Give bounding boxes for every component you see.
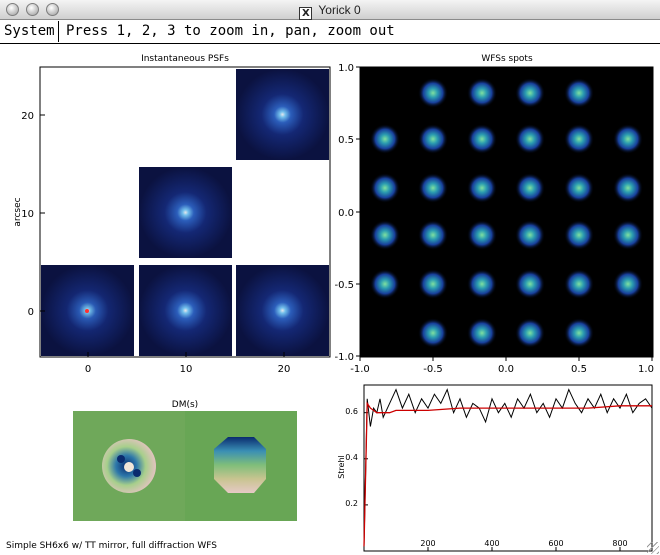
strehl-y-tick: 0.4 [345, 453, 358, 462]
psf-y-tick: 10 [21, 209, 34, 220]
resize-grip-icon[interactable] [647, 542, 659, 554]
dm-panel [73, 411, 297, 521]
wfs-y-tick: 0.0 [338, 208, 354, 219]
wfs-y-tick: 0.5 [338, 135, 354, 146]
wfs-spot [515, 124, 545, 154]
wfs-spot [564, 318, 594, 348]
wfs-spots [370, 78, 643, 348]
wfs-spot [515, 78, 545, 108]
wfs-spot [467, 318, 497, 348]
wfs-spot [564, 269, 594, 299]
wfs-x-tick: 0.0 [498, 364, 514, 375]
psf-tile [236, 265, 329, 356]
wfs-spot [467, 124, 497, 154]
minimize-window-button[interactable] [26, 3, 39, 16]
wfs-x-tick: -1.0 [350, 364, 370, 375]
wfs-spot [564, 220, 594, 250]
x11-icon: X [299, 7, 313, 20]
strehl-frame [363, 384, 653, 552]
strehl-plot [363, 384, 653, 552]
dm-bump [124, 462, 134, 472]
psf-y-tick: 20 [21, 111, 34, 122]
zoom-window-button[interactable] [46, 3, 59, 16]
wfs-spot [467, 269, 497, 299]
psf-x-tick: 0 [85, 364, 91, 375]
psf-x-tick: 20 [278, 364, 291, 375]
wfs-spot [418, 124, 448, 154]
strehl-y-tick: 0.6 [345, 407, 358, 416]
psf-tile [139, 265, 232, 356]
dm-surface-right [214, 437, 266, 493]
wfs-y-tick: -1.0 [334, 352, 354, 363]
wfs-spot [418, 78, 448, 108]
menu-row: System Press 1, 2, 3 to zoom in, pan, zo… [0, 20, 660, 44]
wfs-spot [370, 220, 400, 250]
strehl-ylabel: Strehl [337, 455, 346, 479]
system-menu-button[interactable]: System [1, 21, 59, 42]
dm-dip [117, 455, 125, 463]
wfs-spot [467, 173, 497, 203]
wfs-spot [370, 173, 400, 203]
dm-title: DM(s) [172, 400, 198, 410]
strehl-line-red [363, 401, 652, 547]
wfs-spot [467, 78, 497, 108]
wfs-spot [418, 318, 448, 348]
wfs-spot [564, 173, 594, 203]
psf-panel [39, 66, 331, 358]
wfs-spot [613, 269, 643, 299]
wfs-spot [418, 173, 448, 203]
psf-tile [236, 69, 329, 160]
window-title-text: Yorick 0 [318, 3, 361, 17]
wfs-spot [418, 220, 448, 250]
psf-title: Instantaneous PSFs [141, 54, 229, 64]
strehl-x-tick: 200 [420, 539, 435, 548]
wfs-spot [613, 173, 643, 203]
psf-ylabel: arcsec [13, 197, 23, 226]
wfs-spot [515, 318, 545, 348]
wfs-spot [418, 269, 448, 299]
strehl-y-tick: 0.2 [345, 499, 358, 508]
strehl-line-black [363, 388, 653, 547]
psf-tile [139, 167, 232, 258]
wfs-panel [356, 66, 654, 361]
wfs-spot [515, 269, 545, 299]
psf-y-tick: 0 [28, 307, 34, 318]
psf-peak [85, 309, 89, 313]
strehl-x-tick: 800 [612, 539, 627, 548]
wfs-spot [613, 220, 643, 250]
wfs-y-tick: -0.5 [334, 280, 354, 291]
wfs-spot [564, 78, 594, 108]
wfs-x-tick: -0.5 [423, 364, 443, 375]
dm-dip [133, 469, 141, 477]
wfs-spot [370, 269, 400, 299]
strehl-x-tick: 600 [548, 539, 563, 548]
wfs-spot [467, 220, 497, 250]
status-text: Simple SH6x6 w/ TT mirror, full diffract… [6, 541, 217, 551]
wfs-spot [370, 124, 400, 154]
strehl-x-tick: 400 [484, 539, 499, 548]
wfs-y-tick: 1.0 [338, 63, 354, 74]
close-window-button[interactable] [6, 3, 19, 16]
wfs-spot [613, 124, 643, 154]
wfs-spot [515, 220, 545, 250]
prompt-text: Press 1, 2, 3 to zoom in, pan, zoom out [66, 23, 395, 39]
window-titlebar[interactable]: X Yorick 0 [0, 0, 660, 20]
wfs-frame [359, 66, 654, 358]
strehl-ticks [364, 412, 621, 551]
wfs-spot [515, 173, 545, 203]
wfs-x-tick: 0.5 [571, 364, 587, 375]
psf-x-tick: 10 [180, 364, 193, 375]
wfs-title: WFSs spots [481, 54, 533, 64]
wfs-spot [564, 124, 594, 154]
window-title: X Yorick 0 [0, 3, 660, 20]
graphics-canvas[interactable]: Instantaneous PSFs 0 10 20 0 10 20 arcse… [0, 45, 660, 555]
wfs-x-tick: 1.0 [638, 364, 654, 375]
